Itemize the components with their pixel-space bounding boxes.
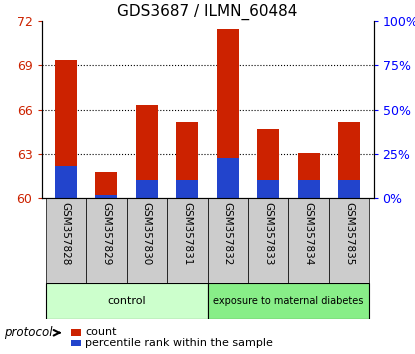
Bar — [298, 153, 320, 198]
Bar — [46, 283, 208, 319]
Bar — [95, 195, 117, 198]
Text: GSM357833: GSM357833 — [263, 202, 273, 266]
Text: GSM357834: GSM357834 — [304, 202, 314, 266]
Bar — [136, 180, 158, 198]
Bar — [176, 121, 198, 198]
Bar — [208, 198, 248, 283]
Bar — [176, 180, 198, 198]
Bar — [46, 198, 86, 283]
Text: protocol: protocol — [4, 326, 53, 339]
Text: GSM357828: GSM357828 — [61, 202, 71, 266]
Text: count: count — [85, 327, 117, 337]
Bar — [86, 198, 127, 283]
Bar — [257, 180, 279, 198]
Text: percentile rank within the sample: percentile rank within the sample — [85, 338, 273, 348]
Text: GSM357830: GSM357830 — [142, 202, 152, 266]
Bar — [167, 198, 208, 283]
Bar — [217, 158, 239, 198]
Bar — [248, 198, 288, 283]
Bar — [55, 60, 77, 198]
Bar — [95, 172, 117, 198]
Text: exposure to maternal diabetes: exposure to maternal diabetes — [213, 296, 364, 306]
Bar — [329, 198, 369, 283]
Bar — [288, 198, 329, 283]
Bar — [338, 180, 360, 198]
Bar — [298, 180, 320, 198]
Text: GSM357835: GSM357835 — [344, 202, 354, 266]
Bar — [338, 121, 360, 198]
Bar — [71, 340, 81, 346]
Bar — [71, 329, 81, 336]
Bar — [217, 29, 239, 198]
Text: control: control — [107, 296, 146, 306]
Bar — [136, 105, 158, 198]
Title: GDS3687 / ILMN_60484: GDS3687 / ILMN_60484 — [117, 4, 298, 20]
Bar — [208, 283, 369, 319]
Text: GSM357832: GSM357832 — [223, 202, 233, 266]
Text: GSM357829: GSM357829 — [101, 202, 111, 266]
Bar — [127, 198, 167, 283]
Text: GSM357831: GSM357831 — [182, 202, 192, 266]
Bar — [257, 129, 279, 198]
Bar — [55, 166, 77, 198]
